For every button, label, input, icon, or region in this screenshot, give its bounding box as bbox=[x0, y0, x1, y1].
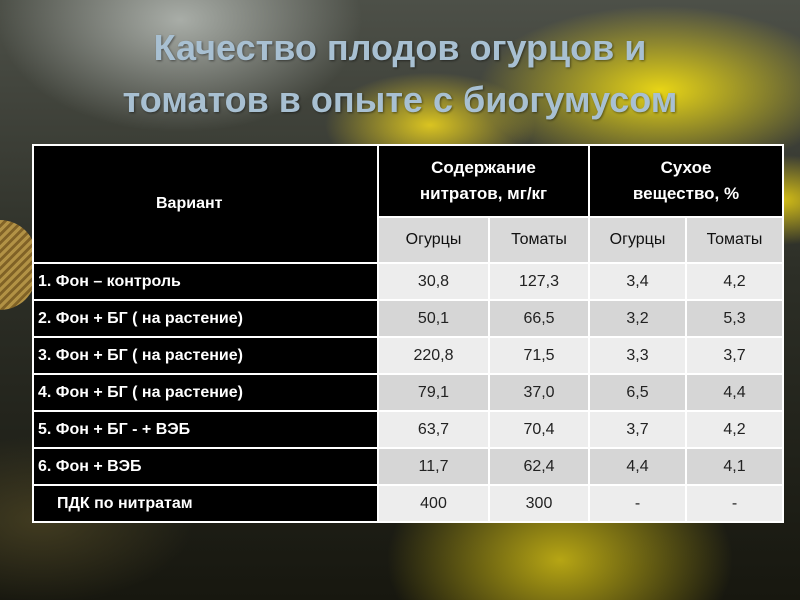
cell-dry-tomatoes: - bbox=[685, 484, 785, 523]
cell-nitrates-tomatoes: 127,3 bbox=[487, 262, 591, 301]
cell-dry-cucumbers: 3,2 bbox=[588, 299, 688, 338]
cell-dry-cucumbers: 3,3 bbox=[588, 336, 688, 375]
row-label: ПДК по нитратам bbox=[32, 484, 379, 523]
slide-title: Качество плодов огурцов и томатов в опыт… bbox=[0, 22, 800, 126]
cell-nitrates-cucumbers: 11,7 bbox=[377, 447, 490, 486]
table-row: 5. Фон + БГ - + ВЭБ 63,7 70,4 3,7 4,2 bbox=[32, 410, 785, 449]
subheader-dry-cucumbers: Огурцы bbox=[588, 216, 688, 264]
cell-nitrates-tomatoes: 70,4 bbox=[487, 410, 591, 449]
cell-nitrates-tomatoes: 300 bbox=[487, 484, 591, 523]
variant-header: Вариант bbox=[32, 144, 379, 264]
cell-nitrates-cucumbers: 30,8 bbox=[377, 262, 490, 301]
dry-matter-header-line-2: вещество, % bbox=[632, 184, 740, 203]
table-row: 6. Фон + ВЭБ 11,7 62,4 4,4 4,1 bbox=[32, 447, 785, 486]
cell-dry-cucumbers: 3,4 bbox=[588, 262, 688, 301]
nitrates-header-line-2: нитратов, мг/кг bbox=[419, 184, 548, 203]
dry-matter-header: Сухое вещество, % bbox=[588, 144, 785, 218]
row-label: 4. Фон + БГ ( на растение) bbox=[32, 373, 379, 412]
cell-nitrates-tomatoes: 37,0 bbox=[487, 373, 591, 412]
cell-nitrates-tomatoes: 66,5 bbox=[487, 299, 591, 338]
title-line-2: томатов в опыте с биогумусом bbox=[122, 79, 678, 120]
row-label: 1. Фон – контроль bbox=[32, 262, 379, 301]
cell-nitrates-tomatoes: 71,5 bbox=[487, 336, 591, 375]
dry-matter-header-line-1: Сухое bbox=[660, 158, 712, 177]
cell-dry-tomatoes: 4,4 bbox=[685, 373, 785, 412]
cell-dry-tomatoes: 4,2 bbox=[685, 410, 785, 449]
cell-nitrates-cucumbers: 63,7 bbox=[377, 410, 490, 449]
table-row: ПДК по нитратам 400 300 - - bbox=[32, 484, 785, 523]
table-subheader-row: Огурцы Томаты Огурцы Томаты bbox=[33, 216, 785, 264]
cell-nitrates-cucumbers: 220,8 bbox=[377, 336, 490, 375]
table-row: 2. Фон + БГ ( на растение) 50,1 66,5 3,2… bbox=[32, 299, 785, 338]
row-label: 5. Фон + БГ - + ВЭБ bbox=[32, 410, 379, 449]
cell-nitrates-cucumbers: 50,1 bbox=[377, 299, 490, 338]
background-tendril bbox=[0, 220, 36, 310]
results-table: Вариант Содержание нитратов, мг/кг Сухое… bbox=[32, 144, 785, 523]
row-label: 2. Фон + БГ ( на растение) bbox=[32, 299, 379, 338]
cell-nitrates-cucumbers: 79,1 bbox=[377, 373, 490, 412]
row-label: 6. Фон + ВЭБ bbox=[32, 447, 379, 486]
cell-dry-cucumbers: 3,7 bbox=[588, 410, 688, 449]
cell-dry-tomatoes: 5,3 bbox=[685, 299, 785, 338]
nitrates-header: Содержание нитратов, мг/кг bbox=[376, 144, 591, 218]
cell-dry-tomatoes: 4,2 bbox=[685, 262, 785, 301]
cell-dry-cucumbers: - bbox=[588, 484, 688, 523]
table-row: 1. Фон – контроль 30,8 127,3 3,4 4,2 bbox=[32, 262, 785, 301]
cell-dry-cucumbers: 4,4 bbox=[588, 447, 688, 486]
cell-nitrates-tomatoes: 62,4 bbox=[487, 447, 591, 486]
row-label: 3. Фон + БГ ( на растение) bbox=[32, 336, 379, 375]
table-row: 4. Фон + БГ ( на растение) 79,1 37,0 6,5… bbox=[32, 373, 785, 412]
cell-dry-cucumbers: 6,5 bbox=[588, 373, 688, 412]
table-row: 3. Фон + БГ ( на растение) 220,8 71,5 3,… bbox=[32, 336, 785, 375]
cell-dry-tomatoes: 4,1 bbox=[685, 447, 785, 486]
subheader-dry-tomatoes: Томаты bbox=[685, 216, 785, 264]
subheader-nitrates-tomatoes: Томаты bbox=[487, 216, 591, 264]
title-line-1: Качество плодов огурцов и bbox=[153, 27, 647, 68]
cell-dry-tomatoes: 3,7 bbox=[685, 336, 785, 375]
cell-nitrates-cucumbers: 400 bbox=[377, 484, 490, 523]
nitrates-header-line-1: Содержание bbox=[431, 158, 536, 177]
subheader-nitrates-cucumbers: Огурцы bbox=[377, 216, 490, 264]
table-header-row: Вариант Содержание нитратов, мг/кг Сухое… bbox=[32, 144, 785, 264]
